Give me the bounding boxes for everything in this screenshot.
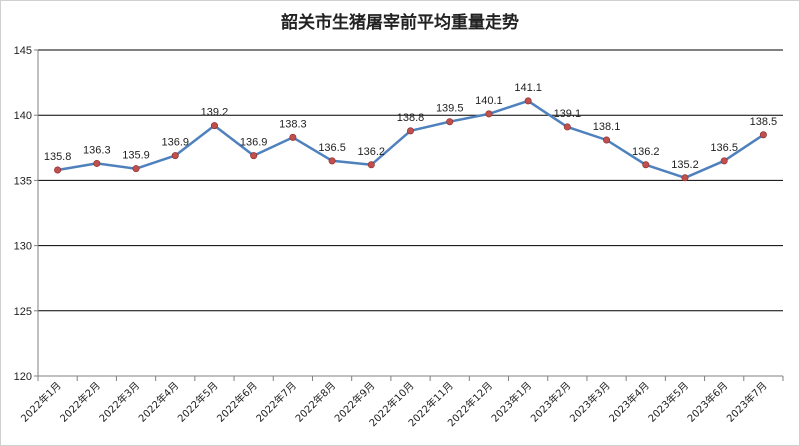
data-label: 139.1 [554,108,582,120]
y-tick-label: 145 [14,45,32,57]
y-tick-label: 135 [14,175,32,187]
data-label: 136.9 [161,137,189,149]
data-point [54,166,62,174]
x-tick-label: 2023年4月 [606,379,652,425]
data-label: 135.9 [122,150,150,162]
series [54,97,767,182]
data-point [328,157,336,165]
x-tick-label: 2023年3月 [567,379,613,425]
data-label: 141.1 [514,82,542,94]
y-tick-label: 140 [14,110,32,122]
data-label: 136.9 [240,137,268,149]
data-label: 136.2 [358,146,386,158]
data-point [210,122,218,130]
data-point [132,165,140,173]
y-tick-label: 130 [14,241,32,253]
x-tick-label: 2022年2月 [57,379,103,425]
y-tick-label: 120 [14,371,32,383]
data-label: 136.3 [83,144,111,156]
x-tick-label: 2022年4月 [136,379,182,425]
data-point [485,110,493,118]
y-axis-ticks: 120 125 130 135 140 145 [14,45,32,383]
x-tick-label: 2022年7月 [253,379,299,425]
data-label: 139.2 [201,107,229,119]
x-tick-label: 2023年5月 [645,379,691,425]
axes [34,49,784,381]
x-axis-ticks: 2022年1月2022年2月2022年3月2022年4月2022年5月2022年… [18,379,770,429]
x-tick-label: 2022年1月 [18,379,64,425]
data-label: 140.1 [475,95,503,107]
data-point [642,161,650,169]
x-tick-label: 2022年8月 [292,379,338,425]
data-label: 136.5 [318,142,346,154]
x-tick-label: 2023年6月 [684,379,730,425]
x-tick-label: 2023年7月 [724,379,770,425]
data-point [171,152,179,160]
data-label: 135.8 [44,151,72,163]
data-point [289,133,297,141]
data-label: 138.5 [750,116,778,128]
data-label: 135.2 [671,159,699,171]
data-labels: 135.8 136.3 135.9 136.9 139.2 136.9 138.3 136.5… [44,82,777,171]
chart-title: 韶关市生猪屠宰前平均重量走势 [281,13,519,33]
data-label: 138.1 [593,121,621,133]
data-point [446,118,454,126]
x-tick-label: 2023年2月 [528,379,574,425]
data-point [563,123,571,131]
data-label: 138.8 [397,112,425,124]
data-point [603,136,611,144]
data-point [93,159,101,167]
data-point [720,157,728,165]
x-tick-label: 2022年5月 [175,379,221,425]
data-label: 138.3 [279,118,307,130]
data-point [367,161,375,169]
y-tick-label: 125 [14,306,32,318]
gridlines [38,49,783,312]
x-tick-label: 2022年3月 [96,379,142,425]
data-point [406,127,414,135]
data-point [250,152,258,160]
data-point [524,97,532,105]
data-label: 136.5 [710,142,738,154]
data-point [681,174,689,182]
data-label: 139.5 [436,103,464,115]
data-label: 136.2 [632,146,660,158]
x-tick-label: 2022年6月 [214,379,260,425]
x-tick-label: 2023年1月 [488,379,534,425]
data-point [759,131,767,139]
